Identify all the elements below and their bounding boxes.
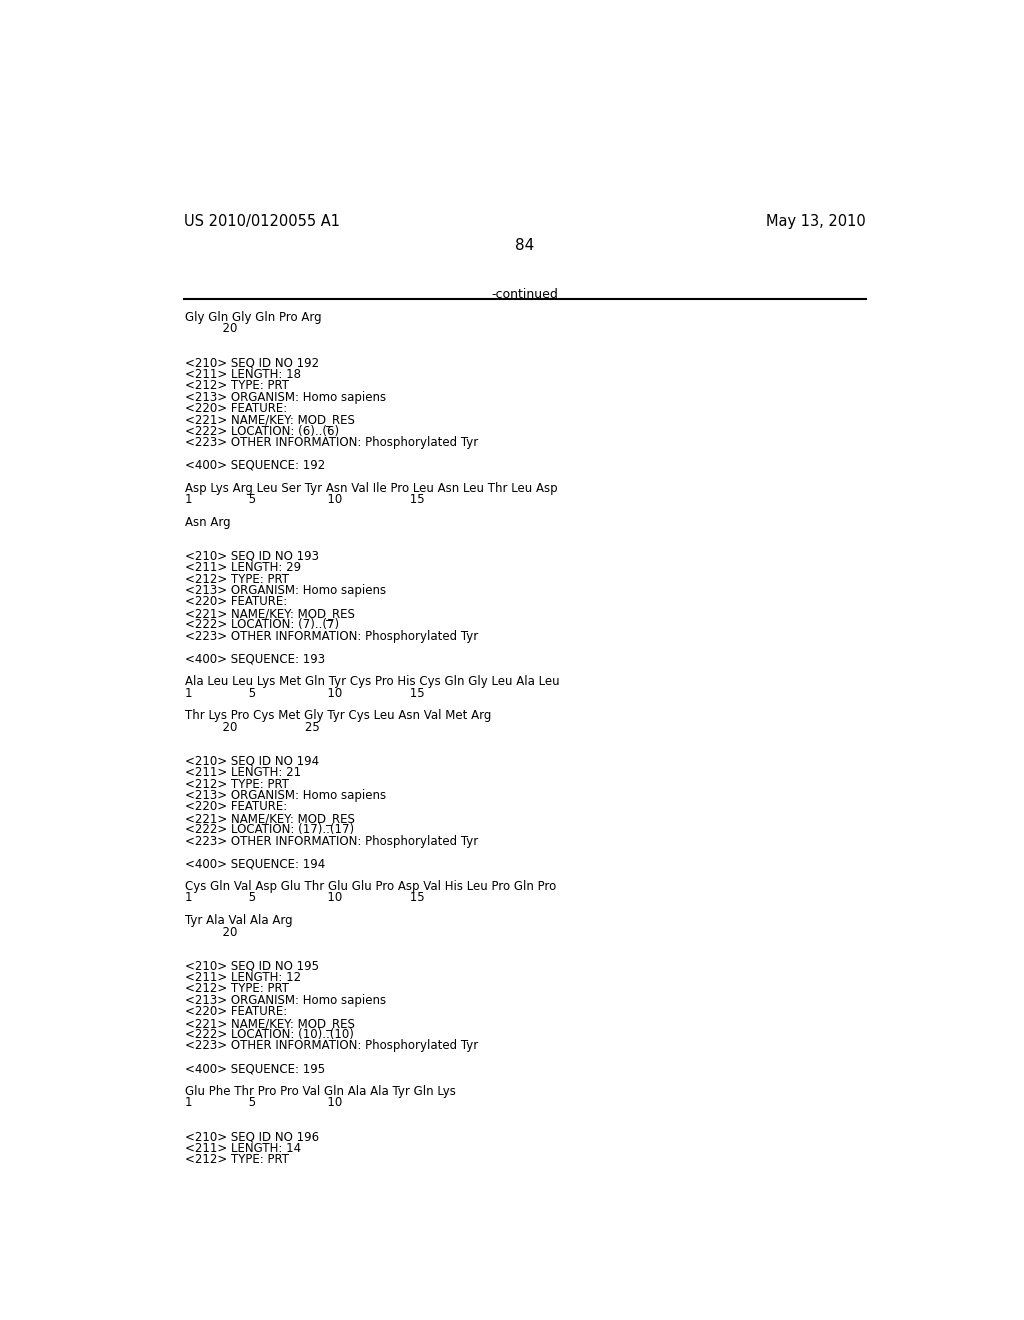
Text: -continued: -continued bbox=[492, 289, 558, 301]
Text: <221> NAME/KEY: MOD_RES: <221> NAME/KEY: MOD_RES bbox=[185, 413, 355, 426]
Text: 1               5                   10                  15: 1 5 10 15 bbox=[185, 891, 425, 904]
Text: US 2010/0120055 A1: US 2010/0120055 A1 bbox=[183, 214, 340, 230]
Text: Asn Arg: Asn Arg bbox=[185, 516, 230, 529]
Text: <211> LENGTH: 12: <211> LENGTH: 12 bbox=[185, 972, 301, 985]
Text: <210> SEQ ID NO 192: <210> SEQ ID NO 192 bbox=[185, 356, 319, 370]
Text: 20: 20 bbox=[185, 925, 238, 939]
Text: <400> SEQUENCE: 194: <400> SEQUENCE: 194 bbox=[185, 857, 326, 870]
Text: 1               5                   10                  15: 1 5 10 15 bbox=[185, 686, 425, 700]
Text: 1               5                   10                  15: 1 5 10 15 bbox=[185, 492, 425, 506]
Text: <221> NAME/KEY: MOD_RES: <221> NAME/KEY: MOD_RES bbox=[185, 607, 355, 620]
Text: <212> TYPE: PRT: <212> TYPE: PRT bbox=[185, 573, 289, 586]
Text: Asp Lys Arg Leu Ser Tyr Asn Val Ile Pro Leu Asn Leu Thr Leu Asp: Asp Lys Arg Leu Ser Tyr Asn Val Ile Pro … bbox=[185, 482, 558, 495]
Text: <212> TYPE: PRT: <212> TYPE: PRT bbox=[185, 982, 289, 995]
Text: <211> LENGTH: 14: <211> LENGTH: 14 bbox=[185, 1142, 301, 1155]
Text: <223> OTHER INFORMATION: Phosphorylated Tyr: <223> OTHER INFORMATION: Phosphorylated … bbox=[185, 834, 478, 847]
Text: Ala Leu Leu Lys Met Gln Tyr Cys Pro His Cys Gln Gly Leu Ala Leu: Ala Leu Leu Lys Met Gln Tyr Cys Pro His … bbox=[185, 675, 560, 688]
Text: <211> LENGTH: 21: <211> LENGTH: 21 bbox=[185, 766, 301, 779]
Text: <222> LOCATION: (7)..(7): <222> LOCATION: (7)..(7) bbox=[185, 618, 339, 631]
Text: <212> TYPE: PRT: <212> TYPE: PRT bbox=[185, 1154, 289, 1167]
Text: <220> FEATURE:: <220> FEATURE: bbox=[185, 401, 288, 414]
Text: <400> SEQUENCE: 195: <400> SEQUENCE: 195 bbox=[185, 1063, 326, 1076]
Text: <222> LOCATION: (6)..(6): <222> LOCATION: (6)..(6) bbox=[185, 425, 339, 438]
Text: 20                  25: 20 25 bbox=[185, 721, 319, 734]
Text: Tyr Ala Val Ala Arg: Tyr Ala Val Ala Arg bbox=[185, 915, 293, 927]
Text: Gly Gln Gly Gln Pro Arg: Gly Gln Gly Gln Pro Arg bbox=[185, 312, 322, 323]
Text: <213> ORGANISM: Homo sapiens: <213> ORGANISM: Homo sapiens bbox=[185, 583, 386, 597]
Text: <220> FEATURE:: <220> FEATURE: bbox=[185, 1006, 288, 1018]
Text: <210> SEQ ID NO 196: <210> SEQ ID NO 196 bbox=[185, 1130, 319, 1143]
Text: <220> FEATURE:: <220> FEATURE: bbox=[185, 595, 288, 609]
Text: <221> NAME/KEY: MOD_RES: <221> NAME/KEY: MOD_RES bbox=[185, 1016, 355, 1030]
Text: Glu Phe Thr Pro Pro Val Gln Ala Ala Tyr Gln Lys: Glu Phe Thr Pro Pro Val Gln Ala Ala Tyr … bbox=[185, 1085, 456, 1098]
Text: <223> OTHER INFORMATION: Phosphorylated Tyr: <223> OTHER INFORMATION: Phosphorylated … bbox=[185, 630, 478, 643]
Text: Thr Lys Pro Cys Met Gly Tyr Cys Leu Asn Val Met Arg: Thr Lys Pro Cys Met Gly Tyr Cys Leu Asn … bbox=[185, 709, 492, 722]
Text: May 13, 2010: May 13, 2010 bbox=[766, 214, 866, 230]
Text: <223> OTHER INFORMATION: Phosphorylated Tyr: <223> OTHER INFORMATION: Phosphorylated … bbox=[185, 1039, 478, 1052]
Text: <210> SEQ ID NO 194: <210> SEQ ID NO 194 bbox=[185, 755, 319, 768]
Text: <211> LENGTH: 18: <211> LENGTH: 18 bbox=[185, 368, 301, 380]
Text: <400> SEQUENCE: 192: <400> SEQUENCE: 192 bbox=[185, 459, 326, 471]
Text: <400> SEQUENCE: 193: <400> SEQUENCE: 193 bbox=[185, 652, 326, 665]
Text: 84: 84 bbox=[515, 238, 535, 252]
Text: <220> FEATURE:: <220> FEATURE: bbox=[185, 800, 288, 813]
Text: Cys Gln Val Asp Glu Thr Glu Glu Pro Asp Val His Leu Pro Gln Pro: Cys Gln Val Asp Glu Thr Glu Glu Pro Asp … bbox=[185, 880, 556, 894]
Text: <213> ORGANISM: Homo sapiens: <213> ORGANISM: Homo sapiens bbox=[185, 391, 386, 404]
Text: <210> SEQ ID NO 195: <210> SEQ ID NO 195 bbox=[185, 960, 319, 973]
Text: <212> TYPE: PRT: <212> TYPE: PRT bbox=[185, 379, 289, 392]
Text: 1               5                   10: 1 5 10 bbox=[185, 1097, 342, 1109]
Text: <213> ORGANISM: Homo sapiens: <213> ORGANISM: Homo sapiens bbox=[185, 789, 386, 803]
Text: <223> OTHER INFORMATION: Phosphorylated Tyr: <223> OTHER INFORMATION: Phosphorylated … bbox=[185, 436, 478, 449]
Text: <211> LENGTH: 29: <211> LENGTH: 29 bbox=[185, 561, 301, 574]
Text: <222> LOCATION: (10)..(10): <222> LOCATION: (10)..(10) bbox=[185, 1028, 354, 1041]
Text: <212> TYPE: PRT: <212> TYPE: PRT bbox=[185, 777, 289, 791]
Text: <222> LOCATION: (17)..(17): <222> LOCATION: (17)..(17) bbox=[185, 824, 354, 836]
Text: <210> SEQ ID NO 193: <210> SEQ ID NO 193 bbox=[185, 550, 319, 562]
Text: <221> NAME/KEY: MOD_RES: <221> NAME/KEY: MOD_RES bbox=[185, 812, 355, 825]
Text: 20: 20 bbox=[185, 322, 238, 335]
Text: <213> ORGANISM: Homo sapiens: <213> ORGANISM: Homo sapiens bbox=[185, 994, 386, 1007]
